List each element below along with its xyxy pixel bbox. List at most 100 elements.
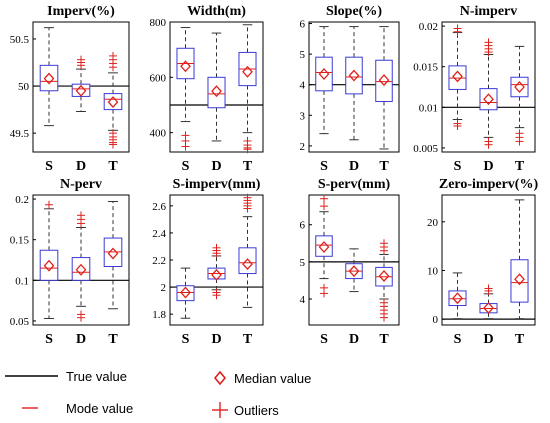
y-tick-label: 2.2 [152,255,166,267]
iqr-box [176,285,195,302]
box-D: D [207,243,226,347]
panel-5: N-perv 0.05 0.1 0.15 0.2 S D T [10,177,130,347]
iqr-box [510,259,529,303]
outlier-point [320,202,328,211]
box-T: T [510,45,529,174]
median-marker [452,292,463,305]
median-marker [318,68,330,80]
category-label: T [108,159,118,174]
median-marker [43,259,55,272]
axes-frame [169,21,264,153]
median-marker [318,241,330,253]
y-tick-label: 6 [300,19,306,31]
axes-frame [308,194,400,326]
outlier-point [109,140,117,149]
axes-frame [308,21,400,153]
median-marker [107,247,119,260]
panel-title: Slope(%) [326,4,382,19]
iqr-box [375,59,393,103]
y-tick-label: 0.015 [413,62,438,74]
category-label: S [182,159,190,174]
median-marker [483,301,494,314]
category-label: T [515,159,525,174]
iqr-box [238,247,257,275]
y-tick-label: 400 [150,128,167,140]
median-marker [514,81,525,93]
iqr-box [345,56,363,95]
iqr-box [315,56,333,92]
category-label: S [45,332,53,347]
axes-frame [441,194,536,326]
category-label: T [379,332,389,347]
y-tick-label: 800 [150,17,167,29]
box-T: T [103,51,123,174]
median-marker [483,93,494,106]
outlier-point [320,194,328,203]
axes-frame [32,21,130,153]
panel-7: S-perv(mm) 4 5 6 S D T [300,177,400,347]
box-D: D [345,26,363,174]
box-S: S [39,200,59,347]
outlier-point [109,51,117,60]
median-marker [75,84,87,97]
median-marker [452,70,463,83]
axes-frame [32,194,130,326]
outlier-point [77,211,85,220]
category-label: T [515,332,525,347]
axes-frame [441,21,536,153]
median-marker [242,258,253,271]
category-label: D [349,159,359,174]
category-label: S [320,332,328,347]
y-tick-label: 2.6 [152,201,166,213]
category-label: D [483,332,493,347]
panel-title: Width(m) [187,4,246,19]
outlier-point [212,291,221,300]
panel-6: S-imperv(mm) 1.8 2 2.2 2.4 2.6 S D T [152,177,264,347]
y-tick-label: 2 [161,282,167,294]
y-tick-label: 0.05 [10,316,30,328]
y-tick-label: 6 [300,220,306,232]
legend-item-outliers: Outliers [212,402,279,418]
box-D: D [71,55,91,174]
y-tick-label: 600 [150,72,167,84]
category-label: S [454,159,462,174]
category-label: S [454,332,462,347]
box-S: S [448,272,467,347]
panel-1: Imperv(%) 49.5 50 50.5 S D T [10,4,130,174]
legend-true-value-label: True value [66,369,127,384]
y-tick-label: 4 [300,294,306,306]
legend-mode-value-label: Mode value [66,401,133,416]
box-D: D [207,32,226,174]
y-tick-label: 2.4 [152,228,166,240]
category-label: D [211,332,221,347]
box-T: T [103,201,123,347]
median-marker [107,96,119,109]
y-tick-label: 0 [433,314,439,326]
median-marker [180,286,191,299]
median-marker [43,72,55,85]
box-D: D [345,248,363,347]
outlier-point [212,243,221,252]
category-label: D [483,159,493,174]
category-label: S [45,159,53,174]
median-marker [378,74,390,87]
iqr-box [207,76,226,109]
y-tick-label: 49.5 [10,128,30,140]
y-tick-label: 1.8 [152,309,166,321]
y-tick-label: 4 [300,80,306,92]
median-marker [348,69,360,82]
category-label: D [349,332,359,347]
outlier-point [484,140,493,149]
iqr-box [315,235,333,257]
category-label: T [243,332,253,347]
iqr-box [39,64,59,92]
box-D: D [479,38,498,174]
box-T: T [510,199,529,347]
y-tick-label: 0.1 [15,275,29,287]
panel-4: N-imperv 0.005 0.01 0.015 0.02 S D T [413,4,536,174]
median-marker [514,273,525,286]
box-S: S [176,267,195,347]
box-T: T [375,26,393,174]
legend-item-mode-value: Mode value [22,401,133,416]
